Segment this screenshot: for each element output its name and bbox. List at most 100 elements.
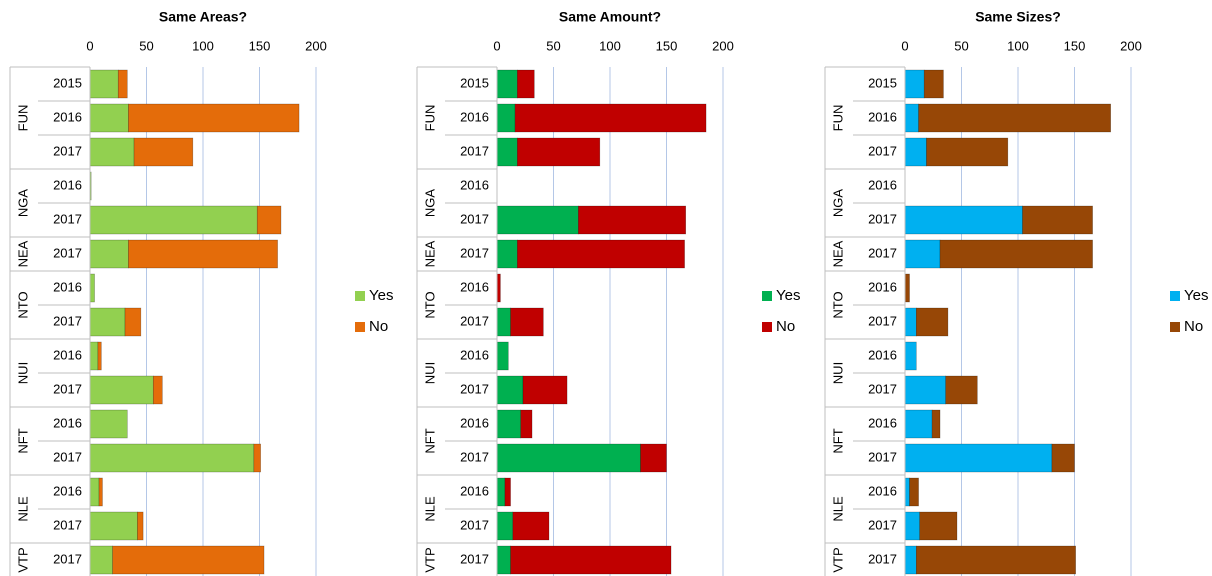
bar-segment [522,375,568,405]
bar-segment [496,137,518,167]
bar-segment [923,69,944,99]
group-label: NUI [15,362,30,384]
bar-segment [520,409,533,439]
bar-segment [904,69,925,99]
bar-segment [496,409,522,439]
bar-segment [496,545,511,575]
group-label: NGA [830,189,845,218]
x-tick-label: 200 [1120,38,1142,53]
group-label: NTO [830,291,845,318]
bar-segment [133,137,194,167]
legend-swatch [762,322,772,332]
y-tick-label: 2017 [868,143,897,158]
y-tick-label: 2016 [53,347,82,362]
bar-segment [112,545,265,575]
legend-swatch [355,291,365,301]
bar-segment [904,239,941,269]
chart-title: Same Amount? [559,9,661,25]
x-tick-label: 100 [192,38,214,53]
group-label: NGA [422,189,437,218]
bar-segment [904,341,917,371]
x-tick-label: 150 [249,38,271,53]
y-tick-label: 2015 [868,75,897,90]
legend-label: No [1184,318,1203,335]
bar-segment [496,477,506,507]
legend-label: No [776,318,795,335]
bar-segment [496,375,524,405]
y-tick-label: 2017 [460,211,489,226]
bar-segment [496,443,641,473]
bar-segment [904,103,919,133]
y-tick-label: 2017 [868,245,897,260]
bar-segment [124,307,142,337]
bar-segment [89,511,138,541]
group-label: NEA [15,240,30,267]
y-tick-label: 2017 [53,143,82,158]
group-label: NLE [830,496,845,522]
x-tick-label: 50 [954,38,968,53]
bar-segment [1051,443,1075,473]
chart-title: Same Sizes? [975,9,1061,25]
bar-segment [945,375,978,405]
chart: Same Areas? 0 50 100 150 200 FUN 2015 2016 2017 NG… [9,9,393,576]
chart-title: Same Areas? [159,9,247,25]
bar-segment [496,511,514,541]
y-tick-label: 2017 [868,449,897,464]
bar-segment [904,273,910,303]
bar-segment [915,545,1076,575]
y-tick-label: 2017 [460,143,489,158]
y-tick-label: 2017 [53,245,82,260]
bar-segment [256,205,282,235]
x-tick-label: 100 [599,38,621,53]
y-tick-label: 2017 [53,313,82,328]
bar-segment [510,307,544,337]
group-label: VTP [422,547,437,572]
bar-segment [918,103,1111,133]
group-label: NEA [830,240,845,267]
legend-swatch [762,291,772,301]
y-tick-label: 2016 [868,177,897,192]
y-tick-label: 2017 [460,449,489,464]
bar-segment [496,273,501,303]
group-label: NLE [15,496,30,522]
chart: Same Amount? 0 50 100 150 200 FUN 2015 2016 2017 N… [416,9,800,576]
y-tick-label: 2017 [460,551,489,566]
group-label: NTO [15,291,30,318]
y-tick-label: 2016 [868,415,897,430]
y-tick-label: 2017 [868,517,897,532]
bar-segment [939,239,1093,269]
bar-segment [496,103,516,133]
bar-segment [640,443,667,473]
x-tick-label: 0 [86,38,93,53]
x-tick-label: 150 [1064,38,1086,53]
y-tick-label: 2016 [868,109,897,124]
group-label: VTP [15,547,30,572]
y-tick-label: 2017 [868,211,897,226]
bar-segment [89,443,255,473]
bar-segment [98,477,103,507]
y-tick-label: 2017 [868,551,897,566]
y-tick-label: 2015 [460,75,489,90]
legend-label: Yes [776,287,800,304]
bar-segment [904,137,927,167]
bar-segment [926,137,1009,167]
bar-segment [904,307,917,337]
y-tick-label: 2016 [53,483,82,498]
y-tick-label: 2017 [53,517,82,532]
y-tick-label: 2016 [460,415,489,430]
bar-segment [128,103,300,133]
bar-segment [253,443,261,473]
group-label: NGA [15,189,30,218]
y-tick-label: 2016 [460,279,489,294]
legend-swatch [355,322,365,332]
bar-segment [904,477,910,507]
bar-segment [128,239,278,269]
x-tick-label: 200 [305,38,327,53]
bar-segment [904,511,920,541]
bar-segment [517,137,601,167]
y-tick-label: 2016 [53,177,82,192]
legend-label: No [369,318,388,335]
y-tick-label: 2017 [460,313,489,328]
bar-segment [904,375,946,405]
group-label: NFT [422,428,437,453]
